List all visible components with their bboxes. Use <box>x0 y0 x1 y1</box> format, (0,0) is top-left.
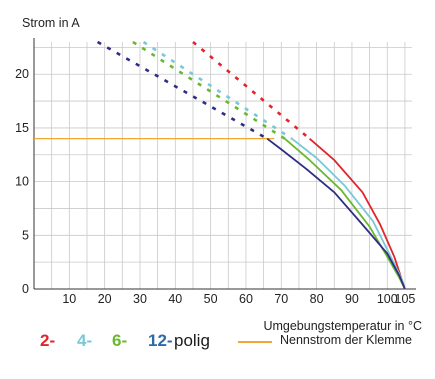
x-tick-label: 90 <box>345 292 359 306</box>
legend-reference-line <box>238 341 272 343</box>
x-tick-label: 20 <box>98 292 112 306</box>
y-tick-label: 0 <box>22 282 29 296</box>
legend-item-2: 2- <box>40 331 56 350</box>
y-tick-label: 20 <box>15 67 29 81</box>
x-tick-label: 10 <box>62 292 76 306</box>
x-tick-label: 50 <box>204 292 218 306</box>
series-dashed-2 <box>192 40 311 140</box>
legend-item-4: 4- <box>77 331 93 350</box>
x-axis-label: Umgebungstemperatur in °C <box>263 319 422 333</box>
series-dashed-6 <box>132 40 286 140</box>
x-tick-label: 40 <box>168 292 182 306</box>
series-dashed-4 <box>142 40 293 140</box>
legend: 2- 4- 6- 12- polig Nennstrom der Klemme <box>0 327 435 355</box>
x-tick-label: 30 <box>133 292 147 306</box>
y-tick-label: 15 <box>15 121 29 135</box>
grid <box>34 42 412 289</box>
x-tick-label: 60 <box>239 292 253 306</box>
legend-item-6: 6- <box>112 331 128 350</box>
y-tick-label: 10 <box>15 175 29 189</box>
legend-suffix: polig <box>174 331 210 350</box>
x-tick-label: 100 <box>377 292 398 306</box>
series-solid-2 <box>309 138 406 290</box>
y-tick-label: 5 <box>22 228 29 242</box>
series-group <box>34 40 406 290</box>
series-solid-12 <box>266 137 406 290</box>
x-tick-label: 80 <box>310 292 324 306</box>
legend-item-12: 12- <box>148 331 173 350</box>
legend-reference-label: Nennstrom der Klemme <box>280 333 412 347</box>
series-dashed-12 <box>96 40 268 140</box>
x-tick-label: 70 <box>274 292 288 306</box>
y-axis-label: Strom in A <box>22 16 80 30</box>
series-solid-4 <box>291 137 406 290</box>
x-tick-label: 105 <box>395 292 416 306</box>
axes <box>33 38 416 290</box>
